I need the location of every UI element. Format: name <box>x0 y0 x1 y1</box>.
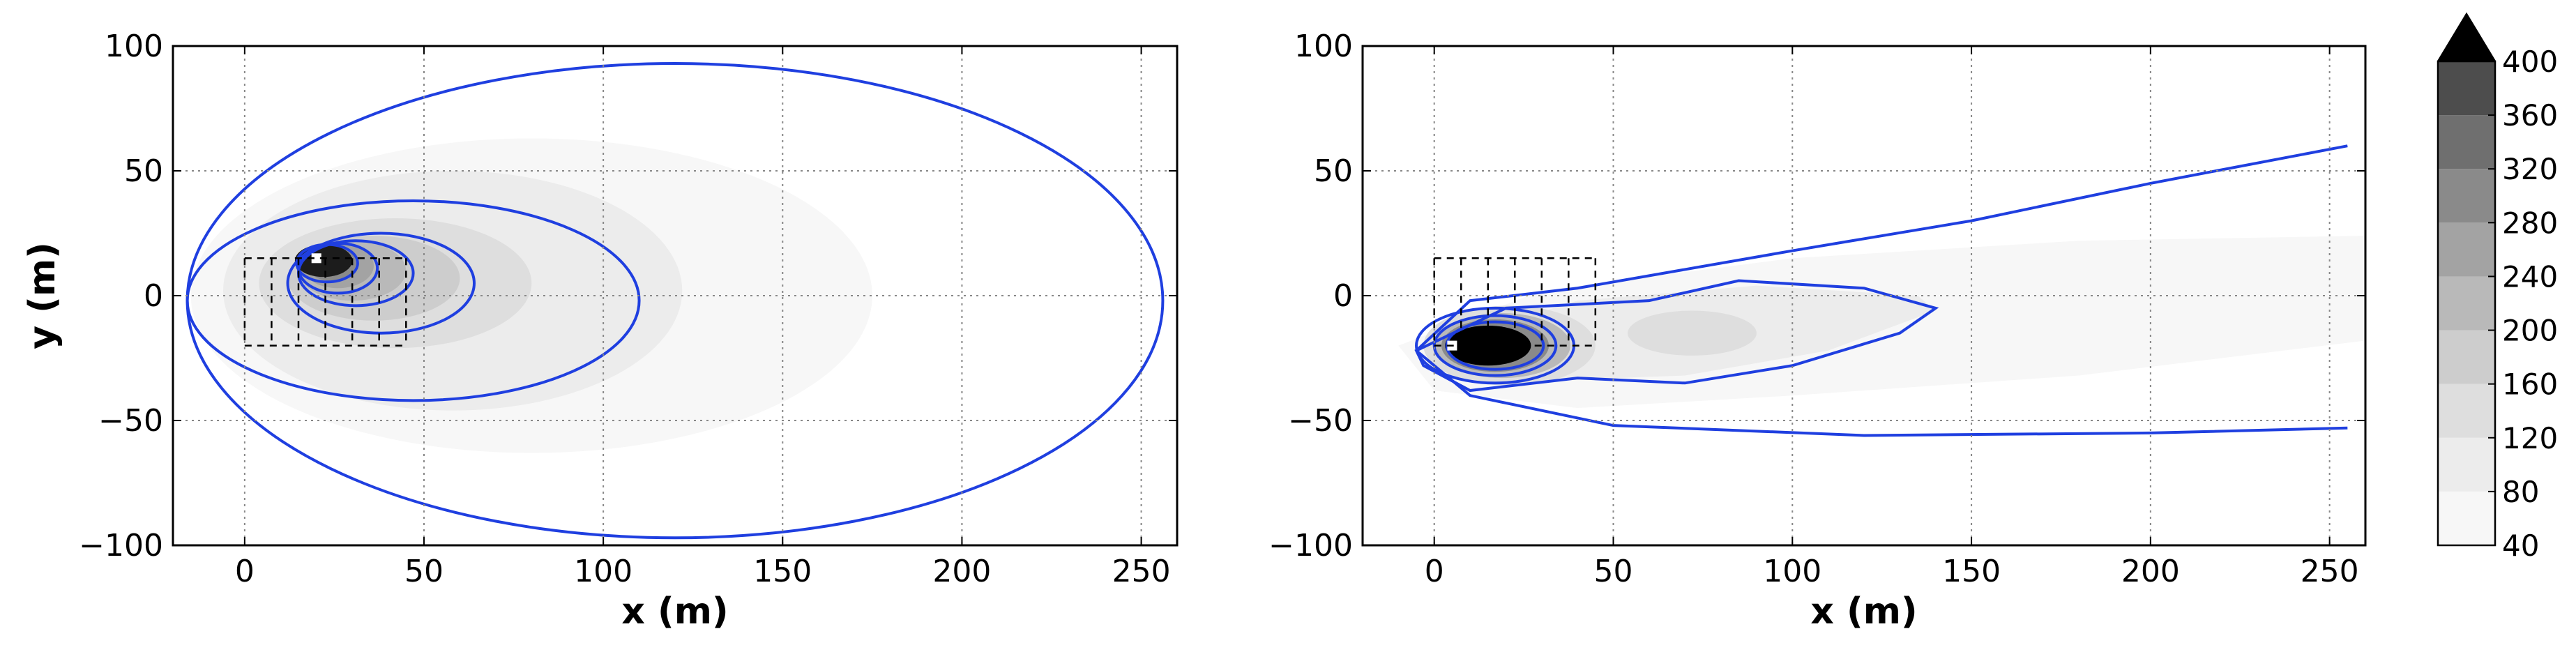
colorbar-tick-label: 280 <box>2502 206 2558 240</box>
y-tick-label: 100 <box>1294 29 1353 64</box>
colorbar-tick-label: 120 <box>2502 421 2558 455</box>
y-tick-label: −100 <box>1268 528 1353 563</box>
colorbar-band <box>2438 330 2495 384</box>
colorbar-band <box>2438 115 2495 169</box>
y-tick-label: −50 <box>1288 403 1353 439</box>
source-marker <box>311 253 321 264</box>
colorbar-band <box>2438 222 2495 277</box>
colorbar-band <box>2438 169 2495 223</box>
colorbar-tick-label: 360 <box>2502 98 2558 132</box>
colorbar-tick-label: 40 <box>2502 529 2539 563</box>
colorbar-tick-label: 320 <box>2502 152 2558 186</box>
contour-line-inner <box>1414 279 1939 393</box>
x-tick-label: 200 <box>2121 554 2180 589</box>
x-tick-label: 0 <box>235 554 255 589</box>
colorbar-band <box>2438 491 2495 545</box>
y-tick-label: −50 <box>98 403 163 439</box>
contour-line-outer-lower <box>1415 349 2348 437</box>
y-axis-label: y (m) <box>22 242 63 349</box>
contour-line-outer-upper <box>1415 144 2348 352</box>
plot-area <box>1398 144 2365 437</box>
y-tick-label: −100 <box>79 528 163 563</box>
x-axis-label: x (m) <box>621 591 728 632</box>
colorbar-band <box>2438 437 2495 492</box>
y-tick-label: 50 <box>124 153 163 189</box>
dashed-grid-region <box>243 257 407 347</box>
colorbar-tick-label: 80 <box>2502 475 2539 509</box>
x-tick-label: 150 <box>753 554 812 589</box>
colorbar-tick-label: 240 <box>2502 259 2558 294</box>
x-tick-label: 200 <box>932 554 991 589</box>
x-tick-label: 0 <box>1425 554 1444 589</box>
colorbar-frame <box>2437 60 2497 547</box>
colorbar: 40 80 120 160 200 240 280 320 360 400 <box>2437 12 2558 563</box>
dashed-grid-region <box>1433 257 1597 347</box>
y-tick-label: 50 <box>1314 153 1353 189</box>
contour-line-1 <box>185 199 641 402</box>
y-tick-label: 0 <box>1333 278 1353 314</box>
colorbar-band <box>2438 384 2495 438</box>
contour-line-5 <box>295 243 359 284</box>
x-tick-label: 250 <box>1112 554 1171 589</box>
colorbar-extend-arrow <box>2438 14 2495 61</box>
colorbar-band <box>2438 61 2495 116</box>
x-tick-label: 150 <box>1942 554 2001 589</box>
x-axis-label: x (m) <box>1810 591 1917 632</box>
colorbar-band <box>2438 276 2495 331</box>
x-tick-label: 50 <box>404 554 444 589</box>
contour-line-core-2 <box>1445 320 1545 371</box>
colorbar-tick-label: 200 <box>2502 314 2558 348</box>
x-tick-label: 100 <box>574 554 632 589</box>
y-tick-label: 0 <box>144 278 163 314</box>
x-tick-label: 250 <box>2301 554 2359 589</box>
y-tick-label: 100 <box>105 29 163 64</box>
x-tick-label: 100 <box>1763 554 1821 589</box>
x-tick-label: 50 <box>1594 554 1633 589</box>
colorbar-tick-label: 160 <box>2502 367 2558 402</box>
filled-contour-level-120 <box>1628 310 1757 356</box>
contour-line-2 <box>286 232 476 335</box>
colorbar-tick-label: 400 <box>2502 45 2558 79</box>
colorbar-extend-outline <box>2437 12 2497 62</box>
